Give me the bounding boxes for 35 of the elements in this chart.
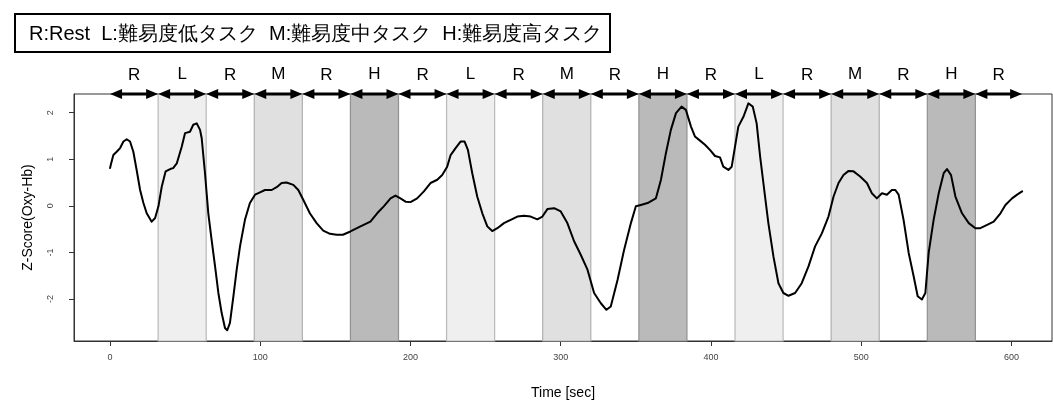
text: R [704,65,718,84]
text: R [800,65,814,84]
text: R [992,65,1005,84]
y-tick-label: -2 [44,295,55,304]
x-axis-title: Time [sec] [530,384,596,400]
x-tick-label: 300 [553,351,569,362]
band-label: L [754,64,764,84]
band-label: L [177,64,187,84]
text: R [416,65,429,84]
y-tick-label: 1 [44,156,55,162]
text: R:Rest L:難易度低タスク M:難易度中タスク H:難易度高タスク [29,22,603,44]
y-tick-label: 2 [44,110,55,116]
band-label: H [656,64,670,84]
band-label: H [368,64,381,84]
band-label: H [945,64,958,84]
y-tick-label: 0 [44,203,55,209]
text: R [512,65,525,84]
x-tick-label: 500 [853,351,869,362]
band-label: M [848,64,863,84]
x-tick-label: 0 [107,351,113,362]
x-tick-label: 600 [1003,351,1019,362]
text: R [608,65,621,84]
text: R [897,65,910,84]
band-label: M [271,64,286,84]
x-tick-label: 200 [403,351,419,362]
text: R [127,65,141,84]
y-tick-label: -1 [44,248,55,257]
band-label: L [465,64,476,84]
y-axis-title: Z-Score(Oxy-Hb) [19,164,35,271]
text: R [320,65,333,84]
line-series [109,102,1024,332]
text: R [224,65,237,84]
x-tick-label: 400 [703,351,719,362]
band-label: M [559,64,574,84]
x-tick-label: 100 [252,351,268,362]
